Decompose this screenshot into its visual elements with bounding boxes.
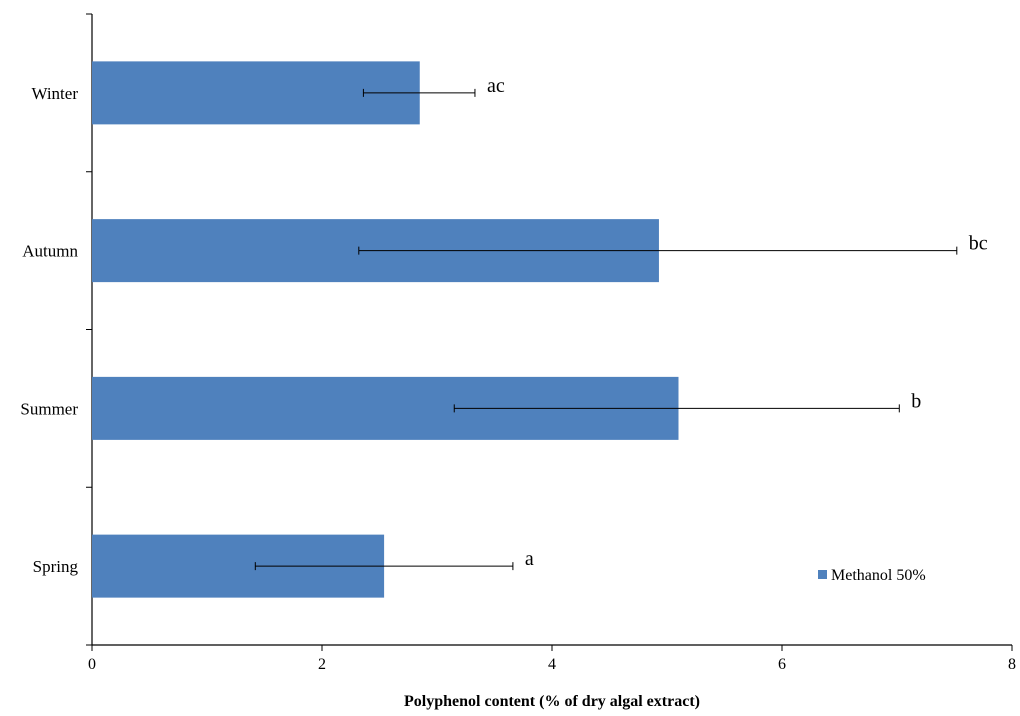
x-axis-title: Polyphenol content (% of dry algal extra… [404, 693, 700, 710]
x-tick-label: 4 [548, 656, 556, 673]
x-tick-label: 8 [1008, 656, 1016, 673]
error-bar [362, 88, 476, 97]
significance-label: b [911, 390, 921, 412]
error-bars [254, 88, 958, 571]
y-category-label: Autumn [22, 242, 78, 261]
legend-label: Methanol 50% [831, 567, 926, 584]
labels: Spring Summer Autumn Winter a b bc ac [20, 75, 987, 576]
significance-label: ac [487, 75, 505, 97]
significance-label: a [525, 548, 534, 570]
y-category-label: Spring [33, 557, 79, 576]
y-category-label: Winter [31, 84, 78, 103]
error-bar [358, 246, 958, 255]
x-tick-label: 0 [88, 656, 96, 673]
significance-label: bc [969, 233, 988, 255]
error-bar [254, 562, 514, 571]
error-bar [453, 404, 900, 413]
legend: Methanol 50% [818, 567, 926, 584]
x-tick-label: 2 [318, 656, 326, 673]
legend-swatch [818, 570, 827, 579]
bars [92, 61, 679, 598]
y-category-label: Summer [20, 399, 78, 418]
x-tick-label: 6 [778, 656, 786, 673]
